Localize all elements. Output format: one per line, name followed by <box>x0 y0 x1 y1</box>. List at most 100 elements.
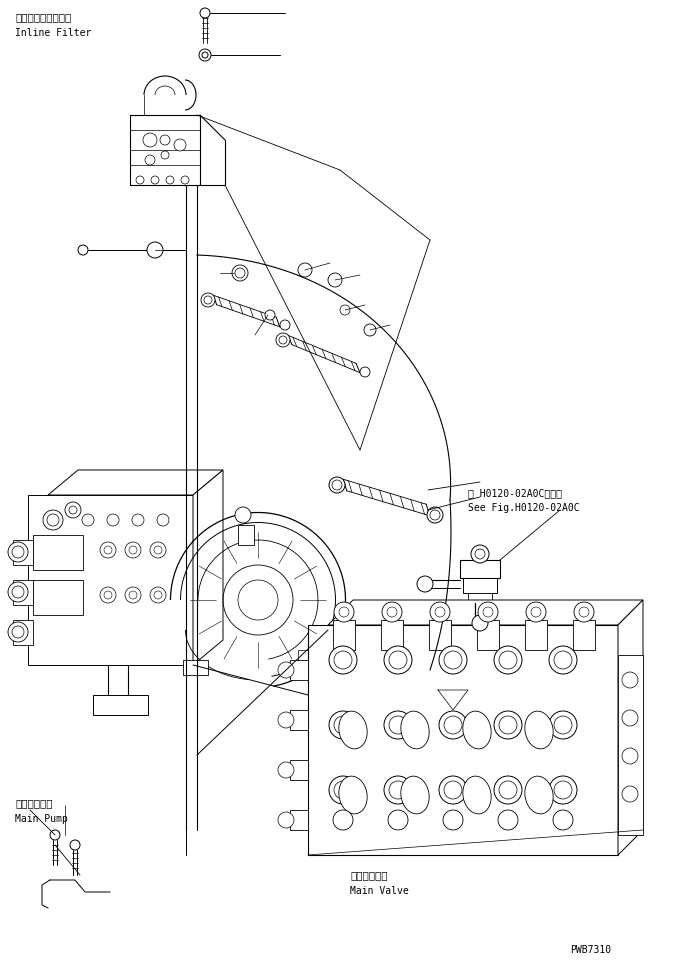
Text: メインポンプ: メインポンプ <box>15 798 52 808</box>
Circle shape <box>574 602 594 622</box>
Circle shape <box>499 781 517 799</box>
Polygon shape <box>308 625 618 855</box>
Circle shape <box>201 293 215 307</box>
Bar <box>463 578 497 593</box>
Circle shape <box>494 776 522 804</box>
Circle shape <box>483 607 493 617</box>
Polygon shape <box>328 600 643 625</box>
Bar <box>468 593 492 603</box>
Circle shape <box>100 587 116 603</box>
Circle shape <box>439 711 467 739</box>
Polygon shape <box>28 495 193 665</box>
Text: メインバルブ: メインバルブ <box>350 870 388 880</box>
Circle shape <box>8 622 28 642</box>
Text: PWB7310: PWB7310 <box>570 945 611 955</box>
Circle shape <box>82 514 94 526</box>
Circle shape <box>100 542 116 558</box>
Circle shape <box>388 810 408 830</box>
Circle shape <box>417 576 433 592</box>
Circle shape <box>65 502 81 518</box>
Circle shape <box>443 810 463 830</box>
Circle shape <box>298 263 312 277</box>
Circle shape <box>278 762 294 778</box>
Circle shape <box>444 651 462 669</box>
Circle shape <box>554 716 572 734</box>
Ellipse shape <box>339 776 367 814</box>
Text: 第 H0120-02A0C図参照: 第 H0120-02A0C図参照 <box>468 488 562 498</box>
Circle shape <box>8 542 28 562</box>
Circle shape <box>339 607 349 617</box>
Circle shape <box>389 781 407 799</box>
Circle shape <box>12 626 24 638</box>
Circle shape <box>200 8 210 18</box>
Ellipse shape <box>525 711 553 749</box>
Circle shape <box>69 506 77 514</box>
Text: See Fig.H0120-02A0C: See Fig.H0120-02A0C <box>468 503 579 513</box>
Circle shape <box>364 324 376 336</box>
Circle shape <box>387 607 397 617</box>
Bar <box>290 660 308 680</box>
Circle shape <box>125 542 141 558</box>
Ellipse shape <box>401 776 429 814</box>
Circle shape <box>389 716 407 734</box>
Bar <box>13 540 33 565</box>
Bar <box>429 620 451 650</box>
Circle shape <box>129 591 137 599</box>
Circle shape <box>235 507 251 523</box>
Circle shape <box>145 155 155 165</box>
Circle shape <box>382 602 402 622</box>
Circle shape <box>389 651 407 669</box>
Polygon shape <box>48 470 223 495</box>
Circle shape <box>329 711 357 739</box>
Circle shape <box>232 265 248 281</box>
Circle shape <box>498 810 518 830</box>
Circle shape <box>104 591 112 599</box>
Circle shape <box>265 310 275 320</box>
Circle shape <box>154 591 162 599</box>
Circle shape <box>439 646 467 674</box>
Circle shape <box>279 336 287 344</box>
Circle shape <box>554 651 572 669</box>
Circle shape <box>340 305 350 315</box>
Text: Main Valve: Main Valve <box>350 886 409 896</box>
Circle shape <box>43 510 63 530</box>
Circle shape <box>472 615 488 631</box>
Circle shape <box>280 320 290 330</box>
Bar <box>298 650 318 662</box>
Circle shape <box>444 781 462 799</box>
Circle shape <box>151 176 159 184</box>
Circle shape <box>334 716 352 734</box>
Bar <box>525 620 547 650</box>
Polygon shape <box>618 600 643 855</box>
Text: Inline Filter: Inline Filter <box>15 28 92 38</box>
Bar <box>238 525 254 545</box>
Text: Main Pump: Main Pump <box>15 814 68 824</box>
Circle shape <box>150 542 166 558</box>
Circle shape <box>435 607 445 617</box>
Circle shape <box>78 245 88 255</box>
Circle shape <box>430 510 440 520</box>
Circle shape <box>199 49 211 61</box>
Bar <box>183 660 208 675</box>
Bar <box>477 620 499 650</box>
Circle shape <box>328 273 342 287</box>
Circle shape <box>334 781 352 799</box>
Circle shape <box>360 367 370 377</box>
Circle shape <box>475 549 485 559</box>
Circle shape <box>150 587 166 603</box>
Circle shape <box>154 546 162 554</box>
Circle shape <box>125 587 141 603</box>
Bar <box>333 620 355 650</box>
Polygon shape <box>193 470 223 665</box>
Circle shape <box>334 651 352 669</box>
Circle shape <box>579 607 589 617</box>
Circle shape <box>332 480 342 490</box>
Circle shape <box>143 133 157 147</box>
Bar <box>13 620 33 645</box>
Bar <box>618 655 643 835</box>
Circle shape <box>104 546 112 554</box>
Circle shape <box>334 602 354 622</box>
Circle shape <box>499 651 517 669</box>
Circle shape <box>181 176 189 184</box>
Bar <box>93 695 148 715</box>
